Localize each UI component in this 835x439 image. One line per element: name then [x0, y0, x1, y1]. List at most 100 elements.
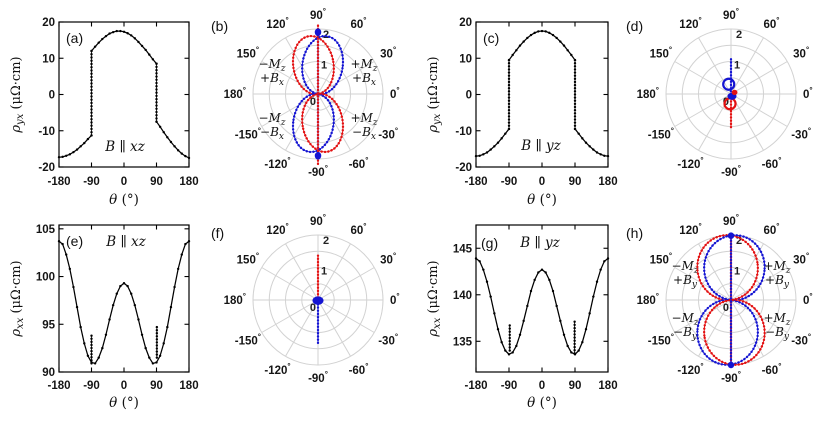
angle-tick-label: 60°: [764, 16, 780, 31]
y-axis-label: ρyx (μΩ·cm): [9, 56, 26, 133]
curve-markers: [507, 29, 577, 62]
quadrant-label: +Bx: [260, 71, 284, 88]
quadrant-label: −By: [765, 325, 790, 342]
angle-tick-label: 90°: [310, 7, 326, 22]
panel-letter: (c): [483, 30, 499, 46]
radius-tick-label: 1: [734, 60, 740, 72]
y-tick-label: 20: [42, 17, 55, 29]
quadrant-label: −Mz: [671, 259, 698, 276]
y-tick-label: 0: [466, 90, 472, 102]
y-tick-label: 20: [459, 17, 472, 29]
curve-markers: [474, 127, 511, 158]
quadrant-label: −Bx: [352, 125, 376, 142]
y-tick-label: -10: [38, 126, 55, 138]
angle-tick-label: 30°: [793, 252, 809, 267]
curve-line: [155, 121, 190, 159]
hysteresis-jump: [507, 58, 511, 131]
quadrant-label: +Mz: [350, 111, 377, 128]
x-tick-label: 180: [179, 176, 198, 188]
y-tick-label: 100: [36, 272, 55, 284]
quadrant-label: +Mz: [763, 259, 790, 276]
data-series: [474, 127, 511, 158]
radius-tick-label: 1: [321, 60, 327, 72]
radius-tick-label: 2: [736, 235, 742, 247]
panel-e: -180 -90 0 90 180 90 95 100 105 θ (°) ρxx (μΩ·cm) (…: [9, 224, 199, 411]
y-tick-label: 145: [453, 243, 473, 255]
angle-tick-label: 0°: [390, 86, 400, 101]
y-tick-label: -20: [455, 162, 472, 174]
panel-letter: (h): [626, 225, 643, 241]
angle-tick-label: -60°: [762, 362, 782, 377]
y-axis-label: ρxx (μΩ·cm): [426, 260, 443, 337]
hysteresis-jump: [573, 58, 577, 131]
angle-tick-label: 180°: [224, 86, 246, 101]
data-blob-blue: [312, 296, 324, 305]
hysteresis-jump: [90, 334, 93, 365]
hysteresis-jump: [573, 320, 576, 355]
polar-grid: [252, 234, 384, 366]
y-tick-label: -20: [38, 162, 55, 174]
curve-markers: [57, 134, 93, 159]
x-tick-label: 90: [150, 380, 163, 392]
angle-tick-label: -90°: [721, 370, 741, 385]
hysteresis-jump: [155, 325, 159, 359]
angle-tick-label: 120°: [266, 222, 288, 237]
quadrant-label: −Mz: [671, 311, 698, 328]
angle-tick-label: 30°: [380, 46, 396, 61]
x-tick-label: -180: [464, 380, 487, 392]
data-series: [90, 29, 158, 65]
angle-tick-label: -120°: [264, 156, 290, 171]
quadrant-label: −Mz: [258, 111, 285, 128]
data-series: [474, 257, 610, 356]
panel-letter: (d): [626, 18, 643, 34]
angle-tick-label: -120°: [264, 362, 290, 377]
angle-tick-label: -60°: [349, 362, 369, 377]
y-tick-label: 10: [459, 53, 472, 65]
angle-tick-label: -120°: [677, 156, 703, 171]
panel-f: 0° 30° 60° 90° 120° 150° 180° -150°-120° -90° -60…: [211, 213, 400, 385]
angle-tick-label: 120°: [679, 16, 701, 31]
panel-g: -180 -90 0 90 180 135 140 145 θ (°) ρxx (μΩ·cm) (g…: [426, 224, 618, 411]
curve-line: [574, 128, 609, 157]
x-tick-label: -90: [501, 176, 518, 188]
radius-tick-label: 0: [310, 96, 316, 108]
angle-tick-label: -60°: [762, 156, 782, 171]
angle-tick-label: 60°: [351, 16, 367, 31]
y-tick-label: 140: [453, 290, 472, 302]
quadrant-label: +Bx: [352, 71, 376, 88]
y-tick-label: 95: [42, 319, 55, 331]
angle-tick-label: -90°: [308, 370, 328, 385]
angle-tick-label: -60°: [349, 156, 369, 171]
angle-tick-label: -150°: [235, 333, 261, 348]
panel-d: 0° 30° 60° 90° 120° 150° 180° -150°-120° -90° -60…: [626, 7, 813, 179]
angle-tick-label: 90°: [723, 213, 739, 228]
data-blob-blue: [314, 28, 322, 37]
angle-tick-label: 0°: [390, 292, 400, 307]
angle-tick-label: 0°: [803, 292, 813, 307]
y-axis-label: ρxx (μΩ·cm): [9, 260, 26, 337]
panel-letter: (a): [66, 30, 83, 46]
panel-letter: (e): [66, 233, 83, 249]
field-orientation-label: B ∥ xz: [104, 139, 145, 155]
polar-lobe-red: [291, 34, 336, 96]
x-axis-label: θ (°): [109, 192, 139, 208]
radius-tick-label: 0: [310, 302, 316, 314]
y-axis-label: ρyx (μΩ·cm): [426, 56, 443, 133]
y-tick-label: 105: [36, 224, 56, 236]
quadrant-label: +Mz: [350, 57, 377, 74]
angle-tick-label: 150°: [650, 252, 672, 267]
quadrant-label: −Bx: [260, 125, 284, 142]
angle-tick-label: -30°: [378, 127, 398, 142]
x-axis-label: θ (°): [527, 395, 557, 411]
data-blob-blue: [727, 361, 735, 369]
x-tick-label: 0: [539, 380, 545, 392]
angle-tick-label: 0°: [803, 86, 813, 101]
radius-tick-label: 2: [736, 29, 742, 41]
quadrant-label: +By: [765, 273, 790, 290]
x-axis-label: θ (°): [109, 395, 139, 411]
angle-tick-label: -30°: [378, 333, 398, 348]
angle-tick-label: -30°: [791, 127, 811, 142]
curve-markers: [155, 120, 191, 160]
angle-tick-label: 180°: [637, 292, 659, 307]
x-tick-label: 180: [179, 380, 198, 392]
